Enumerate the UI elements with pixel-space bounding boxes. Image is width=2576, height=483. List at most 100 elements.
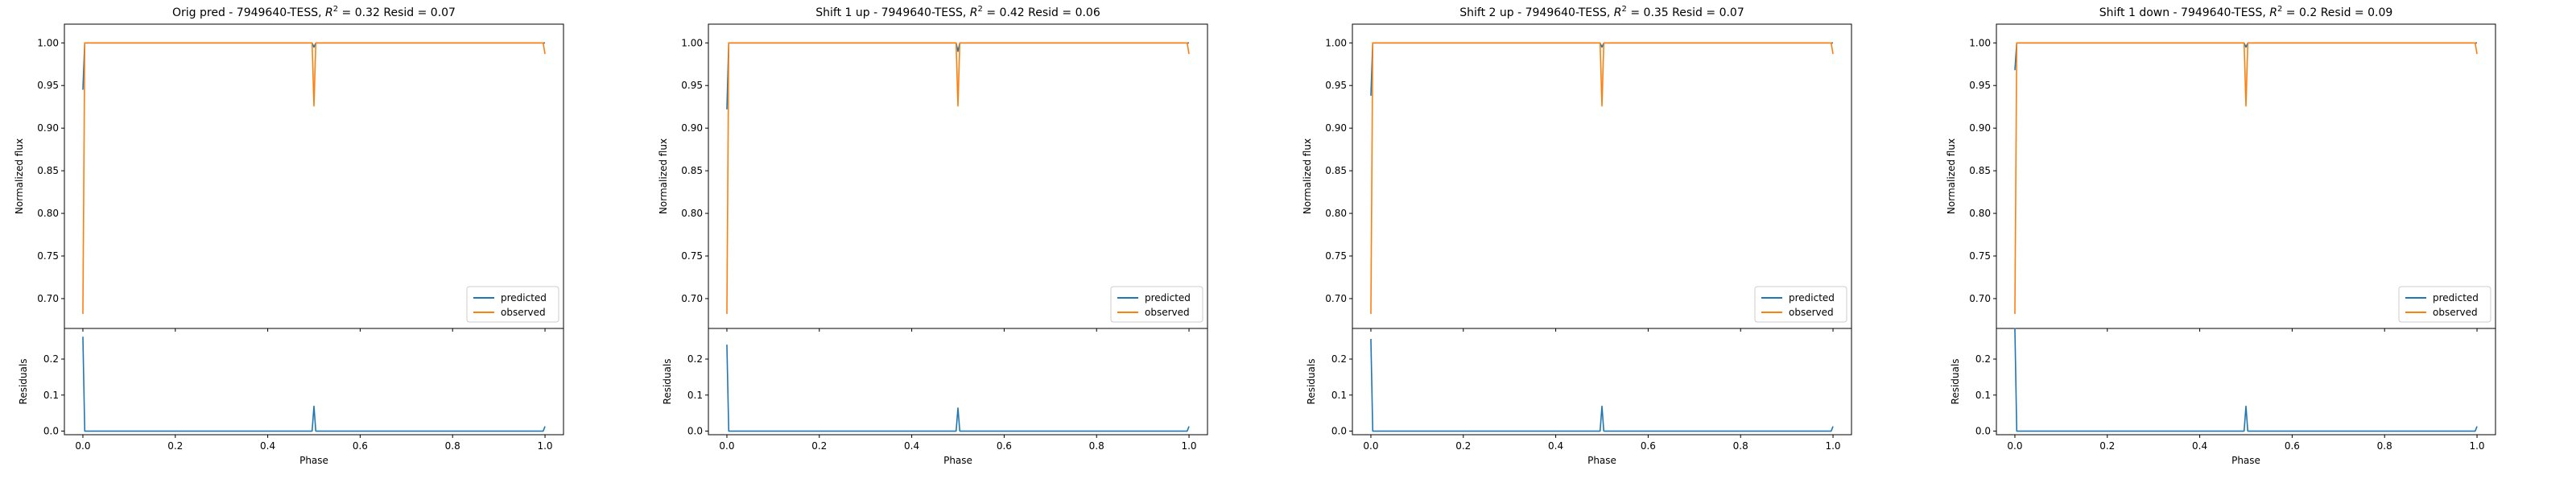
y-tick-label: 0.85 bbox=[1325, 165, 1347, 176]
y-tick-label: 1.00 bbox=[681, 37, 703, 48]
chart-title: Shift 2 up - 7949640-TESS, R2 = 0.35 Res… bbox=[1459, 5, 1744, 19]
x-tick-label: 1.0 bbox=[1825, 440, 1840, 452]
x-tick-label: 0.6 bbox=[997, 440, 1012, 452]
y-tick-label: 0.70 bbox=[681, 293, 703, 304]
series-line-observed bbox=[2014, 42, 2478, 315]
r2-value: 0.2 bbox=[2299, 6, 2317, 19]
r2-symbol: R bbox=[2269, 6, 2277, 19]
residual-line bbox=[82, 336, 546, 432]
y-axis-label: Normalized flux bbox=[658, 138, 669, 214]
chart-title: Shift 1 up - 7949640-TESS, R2 = 0.42 Res… bbox=[815, 5, 1100, 19]
r2-value: 0.35 bbox=[1644, 6, 1669, 19]
main-axes-frame bbox=[1996, 23, 2496, 329]
residual-y-tick-label: 0.2 bbox=[1331, 353, 1347, 365]
residual-y-axis-label: Residuals bbox=[1950, 359, 1961, 405]
resid-text: Resid = 0.09 bbox=[2317, 6, 2392, 19]
legend: predicted observed bbox=[2398, 286, 2491, 323]
y-tick-label: 0.90 bbox=[1969, 122, 1991, 134]
resid-text: Resid = 0.07 bbox=[1669, 6, 1744, 19]
legend-label-observed: observed bbox=[2433, 307, 2478, 318]
residual-y-tick-label: 0.2 bbox=[687, 353, 703, 365]
x-tick-label: 0.4 bbox=[2192, 440, 2207, 452]
main-axes-frame bbox=[708, 23, 1208, 329]
y-tick-label: 0.95 bbox=[37, 80, 59, 91]
residual-y-tick-label: 0.2 bbox=[43, 353, 59, 365]
y-tick-label: 0.75 bbox=[681, 250, 703, 262]
y-tick-label: 0.75 bbox=[37, 250, 59, 262]
y-tick-label: 0.90 bbox=[681, 122, 703, 134]
residual-y-tick-label: 0.1 bbox=[687, 390, 703, 401]
series-line-predicted bbox=[2014, 42, 2478, 71]
resid-text: Resid = 0.06 bbox=[1025, 6, 1100, 19]
title-text: Orig pred - 7949640-TESS, bbox=[172, 6, 325, 19]
residual-y-tick-label: 0.1 bbox=[43, 390, 59, 401]
residual-line bbox=[726, 345, 1190, 432]
x-tick-label: 0.4 bbox=[904, 440, 919, 452]
y-tick-label: 0.90 bbox=[1325, 122, 1347, 134]
legend: predicted observed bbox=[466, 286, 559, 323]
x-tick-label: 0.4 bbox=[260, 440, 275, 452]
r2-exponent: 2 bbox=[333, 5, 338, 14]
chart-panel: Shift 1 up - 7949640-TESS, R2 = 0.42 Res… bbox=[658, 5, 1208, 466]
legend-label-predicted: predicted bbox=[501, 292, 547, 303]
legend-label-observed: observed bbox=[501, 307, 546, 318]
y-tick-label: 0.80 bbox=[1325, 208, 1347, 219]
x-tick-label: 0.4 bbox=[1548, 440, 1563, 452]
legend-label-observed: observed bbox=[1789, 307, 1834, 318]
residual-y-tick-label: 0.1 bbox=[1331, 390, 1347, 401]
x-tick-label: 0.2 bbox=[1455, 440, 1471, 452]
r2-symbol: R bbox=[1614, 6, 1622, 19]
y-tick-label: 1.00 bbox=[37, 37, 59, 48]
x-tick-label: 0.6 bbox=[2285, 440, 2300, 452]
resid-text: Resid = 0.07 bbox=[380, 6, 456, 19]
y-tick-label: 0.70 bbox=[1969, 293, 1991, 304]
chart-panel: Shift 1 down - 7949640-TESS, R2 = 0.2 Re… bbox=[1946, 5, 2496, 466]
residual-y-axis-label: Residuals bbox=[1306, 359, 1317, 405]
title-text: Shift 2 up - 7949640-TESS, bbox=[1459, 6, 1614, 19]
x-axis-label: Phase bbox=[1587, 455, 1616, 466]
y-tick-label: 0.95 bbox=[681, 80, 703, 91]
residual-y-axis-label: Residuals bbox=[18, 359, 29, 405]
residual-y-tick-label: 0.1 bbox=[1975, 390, 1991, 401]
residual-y-axis-label: Residuals bbox=[662, 359, 673, 405]
y-tick-label: 0.70 bbox=[1325, 293, 1347, 304]
x-tick-label: 0.8 bbox=[1089, 440, 1104, 452]
r2-value: 0.32 bbox=[355, 6, 380, 19]
r2-exponent: 2 bbox=[978, 5, 983, 14]
residual-axes-frame bbox=[1996, 328, 2496, 436]
x-tick-label: 0.0 bbox=[719, 440, 734, 452]
series-line-predicted bbox=[82, 42, 546, 90]
residual-line bbox=[2014, 328, 2478, 432]
legend-label-predicted: predicted bbox=[1145, 292, 1191, 303]
y-tick-label: 0.85 bbox=[37, 165, 59, 176]
r2-equals: = bbox=[1627, 6, 1644, 19]
x-tick-label: 0.8 bbox=[1733, 440, 1748, 452]
residual-axes-frame bbox=[708, 328, 1208, 436]
legend-label-observed: observed bbox=[1145, 307, 1190, 318]
y-tick-label: 0.90 bbox=[37, 122, 59, 134]
x-tick-label: 0.2 bbox=[811, 440, 827, 452]
residual-y-tick-label: 0.0 bbox=[43, 426, 59, 437]
r2-value: 0.42 bbox=[1000, 6, 1025, 19]
series-line-observed bbox=[82, 42, 546, 315]
x-tick-label: 0.8 bbox=[445, 440, 460, 452]
x-tick-label: 0.0 bbox=[2007, 440, 2022, 452]
r2-symbol: R bbox=[325, 6, 333, 19]
y-axis-label: Normalized flux bbox=[1946, 138, 1957, 214]
legend: predicted observed bbox=[1754, 286, 1847, 323]
x-tick-label: 0.8 bbox=[2377, 440, 2392, 452]
residual-y-tick-label: 0.0 bbox=[1975, 426, 1991, 437]
x-axis-label: Phase bbox=[943, 455, 972, 466]
x-tick-label: 0.2 bbox=[167, 440, 183, 452]
residual-y-tick-label: 0.0 bbox=[687, 426, 703, 437]
r2-exponent: 2 bbox=[1622, 5, 1627, 14]
x-tick-label: 1.0 bbox=[537, 440, 552, 452]
y-tick-label: 0.85 bbox=[1969, 165, 1991, 176]
y-axis-label: Normalized flux bbox=[1302, 138, 1313, 214]
x-tick-label: 1.0 bbox=[1181, 440, 1196, 452]
y-tick-label: 1.00 bbox=[1325, 37, 1347, 48]
y-tick-label: 1.00 bbox=[1969, 37, 1991, 48]
x-tick-label: 0.2 bbox=[2099, 440, 2115, 452]
main-axes-frame bbox=[64, 23, 564, 329]
